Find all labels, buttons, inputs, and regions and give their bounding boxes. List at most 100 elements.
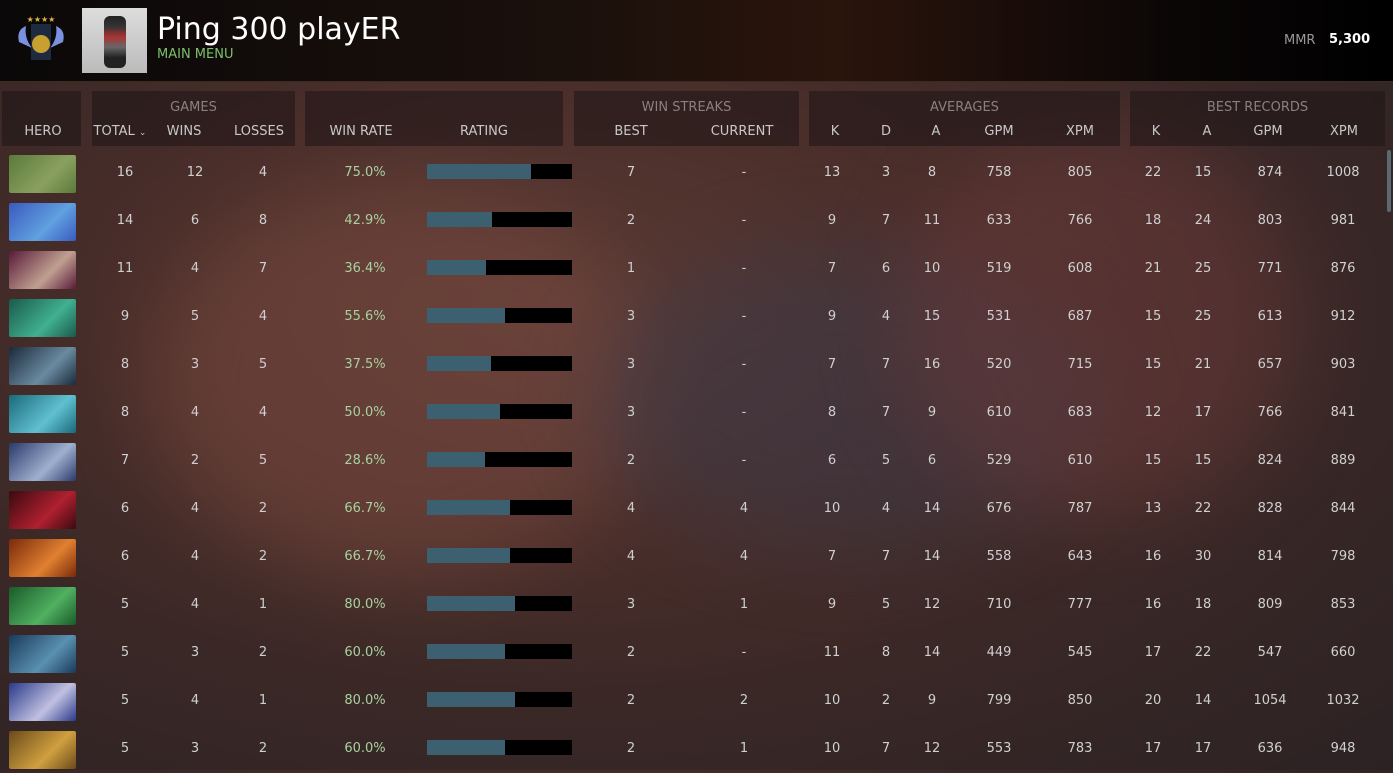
cell-ba: 18 [1194, 597, 1212, 612]
col-avg-gpm[interactable]: GPM [984, 124, 1014, 139]
cell-bgpm: 657 [1257, 357, 1283, 372]
cell-wins: 6 [190, 213, 200, 228]
cell-a: 16 [923, 357, 941, 372]
cell-bk: 12 [1144, 405, 1162, 420]
table-row[interactable]: 14 6 8 42.9% 2 - 9 7 11 633 766 18 24 803 981 [0, 197, 1393, 245]
cell-xpm: 610 [1067, 453, 1093, 468]
cell-bgpm: 636 [1257, 741, 1283, 756]
cell-a: 6 [927, 453, 937, 468]
cell-xpm: 850 [1067, 693, 1093, 708]
hero-portrait[interactable] [9, 347, 76, 385]
cell-wins: 4 [190, 549, 200, 564]
col-wins[interactable]: WINS [166, 124, 202, 139]
hero-portrait[interactable] [9, 683, 76, 721]
col-best-gpm[interactable]: GPM [1253, 124, 1283, 139]
col-avg-a[interactable]: A [931, 124, 941, 139]
cell-current: 4 [739, 501, 749, 516]
rating-bar-fill [427, 452, 485, 467]
cell-a: 9 [927, 405, 937, 420]
table-row[interactable]: 5 3 2 60.0% 2 1 10 7 12 553 783 17 17 636 948 [0, 725, 1393, 773]
cell-a: 14 [923, 549, 941, 564]
cell-best: 7 [626, 165, 636, 180]
cell-bxpm: 798 [1330, 549, 1356, 564]
col-avg-k[interactable]: K [830, 124, 840, 139]
cell-total: 14 [116, 213, 134, 228]
hero-portrait[interactable] [9, 587, 76, 625]
hero-portrait[interactable] [9, 299, 76, 337]
table-row[interactable]: 5 4 1 80.0% 2 2 10 2 9 799 850 20 14 1054 1032 [0, 677, 1393, 725]
table-row[interactable]: 8 3 5 37.5% 3 - 7 7 16 520 715 15 21 657 903 [0, 341, 1393, 389]
cell-losses: 7 [258, 261, 268, 276]
cell-bgpm: 828 [1257, 501, 1283, 516]
winrate-group [305, 91, 563, 146]
col-avg-xpm[interactable]: XPM [1066, 124, 1094, 139]
cell-wins: 2 [190, 453, 200, 468]
cell-k: 13 [823, 165, 841, 180]
col-total[interactable]: TOTAL ⌄ [94, 124, 147, 139]
col-best-k[interactable]: K [1151, 124, 1161, 139]
cell-current: - [741, 645, 747, 660]
col-current-streak[interactable]: CURRENT [710, 124, 774, 139]
cell-ba: 25 [1194, 261, 1212, 276]
cell-bxpm: 876 [1330, 261, 1356, 276]
hero-portrait[interactable] [9, 443, 76, 481]
table-row[interactable]: 11 4 7 36.4% 1 - 7 6 10 519 608 21 25 771 876 [0, 245, 1393, 293]
cell-best: 2 [626, 453, 636, 468]
hero-portrait[interactable] [9, 731, 76, 769]
col-best-xpm[interactable]: XPM [1330, 124, 1358, 139]
cell-total: 9 [120, 309, 130, 324]
table-row[interactable]: 6 4 2 66.7% 4 4 10 4 14 676 787 13 22 828 844 [0, 485, 1393, 533]
col-best-streak[interactable]: BEST [614, 124, 648, 139]
col-win-rate[interactable]: WIN RATE [329, 124, 393, 139]
hero-portrait[interactable] [9, 491, 76, 529]
cell-d: 4 [881, 501, 891, 516]
cell-bxpm: 1032 [1326, 693, 1360, 708]
cell-best: 1 [626, 261, 636, 276]
col-best-a[interactable]: A [1202, 124, 1212, 139]
col-avg-d[interactable]: D [880, 124, 892, 139]
cell-total: 5 [120, 597, 130, 612]
main-menu-link[interactable]: MAIN MENU [157, 47, 234, 62]
table-row[interactable]: 8 4 4 50.0% 3 - 8 7 9 610 683 12 17 766 841 [0, 389, 1393, 437]
cell-bxpm: 844 [1330, 501, 1356, 516]
cell-d: 2 [881, 693, 891, 708]
col-rating[interactable]: RATING [460, 124, 508, 139]
rating-bar-fill [427, 164, 532, 179]
col-losses[interactable]: LOSSES [234, 124, 284, 139]
rating-bar [427, 644, 572, 659]
table-row[interactable]: 7 2 5 28.6% 2 - 6 5 6 529 610 15 15 824 889 [0, 437, 1393, 485]
cell-losses: 5 [258, 453, 268, 468]
table-row[interactable]: 9 5 4 55.6% 3 - 9 4 15 531 687 15 25 613 912 [0, 293, 1393, 341]
hero-portrait[interactable] [9, 155, 76, 193]
rating-bar [427, 164, 572, 179]
best-records-title: BEST RECORDS [1206, 100, 1309, 115]
cell-total: 8 [120, 357, 130, 372]
hero-portrait[interactable] [9, 635, 76, 673]
hero-portrait[interactable] [9, 203, 76, 241]
cell-total: 5 [120, 741, 130, 756]
cell-best: 4 [626, 501, 636, 516]
cell-win-rate: 42.9% [344, 213, 386, 228]
cell-gpm: 449 [986, 645, 1012, 660]
cell-a: 14 [923, 501, 941, 516]
table-row[interactable]: 6 4 2 66.7% 4 4 7 7 14 558 643 16 30 814 798 [0, 533, 1393, 581]
cell-k: 9 [827, 213, 837, 228]
cell-a: 8 [927, 165, 937, 180]
cell-losses: 5 [258, 357, 268, 372]
col-hero[interactable]: HERO [24, 124, 62, 139]
cell-total: 16 [116, 165, 134, 180]
hero-portrait[interactable] [9, 395, 76, 433]
hero-portrait[interactable] [9, 539, 76, 577]
table-row[interactable]: 5 4 1 80.0% 3 1 9 5 12 710 777 16 18 809 853 [0, 581, 1393, 629]
cell-bxpm: 912 [1330, 309, 1356, 324]
table-row[interactable]: 16 12 4 75.0% 7 - 13 3 8 758 805 22 15 874 1008 [0, 149, 1393, 197]
cell-gpm: 633 [986, 213, 1012, 228]
table-row[interactable]: 5 3 2 60.0% 2 - 11 8 14 449 545 17 22 547 660 [0, 629, 1393, 677]
avatar[interactable] [82, 8, 147, 73]
cell-best: 2 [626, 645, 636, 660]
cell-best: 2 [626, 741, 636, 756]
hero-portrait[interactable] [9, 251, 76, 289]
scrollbar[interactable] [1387, 150, 1391, 212]
cell-bk: 21 [1144, 261, 1162, 276]
rating-bar-fill [427, 740, 506, 755]
